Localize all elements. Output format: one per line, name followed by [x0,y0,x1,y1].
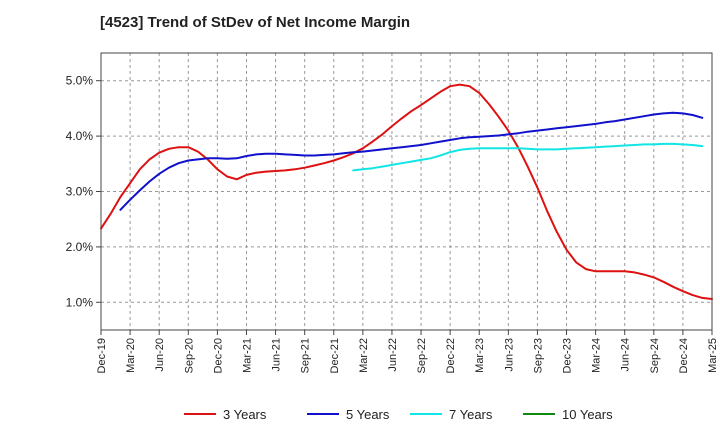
x-tick-label: Mar-25 [707,338,719,373]
x-tick-label: Sep-24 [649,338,661,373]
plot-area-border [100,52,713,331]
chart-title: [4523] Trend of StDev of Net Income Marg… [100,14,411,31]
legend-label-4: 10 Years [562,407,613,422]
y-tick-label: 5.0% [66,74,94,88]
series-line-3 [352,142,704,172]
x-tick-label: Mar-21 [241,338,253,373]
x-tick-label: Sep-20 [183,338,195,373]
x-tick-label: Mar-22 [358,338,370,373]
y-tick-label: 1.0% [66,295,94,309]
x-tick-label: Sep-23 [532,338,544,373]
x-tick-label: Jun-20 [154,338,166,372]
y-tick-label: 2.0% [66,240,94,254]
x-tick-label: Dec-22 [445,338,457,373]
axis-layer: 1.0% 2.0% 3.0% 4.0% 5.0% Dec-19 Mar-20 Jun-20 Se… [66,52,719,373]
x-tick-label: Jun-24 [620,338,632,372]
legend: 3 Years 5 Years 7 Years 10 Years [184,407,613,422]
series-layer [100,83,713,300]
y-tick-label: 4.0% [66,129,94,143]
legend-label-1: 3 Years [223,407,267,422]
x-tick-label: Dec-21 [329,338,341,373]
legend-label-2: 5 Years [346,407,390,422]
x-tick-label: Sep-21 [300,338,312,373]
x-tick-label: Sep-22 [416,338,428,373]
x-tick-label: Dec-24 [678,338,690,373]
x-tick-label: Dec-19 [96,338,108,373]
legend-label-3: 7 Years [449,407,493,422]
x-tick-label: Mar-20 [125,338,137,373]
x-tick-label: Jun-22 [387,338,399,372]
series-line-2 [119,111,704,211]
x-tick-label: Dec-23 [562,338,574,373]
x-tick-label: Dec-20 [212,338,224,373]
grid-layer [100,53,713,330]
x-tick-label: Jun-23 [503,338,515,372]
series-line-1 [100,83,713,300]
x-tick-label: Mar-23 [474,338,486,373]
x-tick-label: Mar-24 [591,338,603,373]
y-tick-label: 3.0% [66,185,94,199]
x-tick-label: Jun-21 [271,338,283,372]
